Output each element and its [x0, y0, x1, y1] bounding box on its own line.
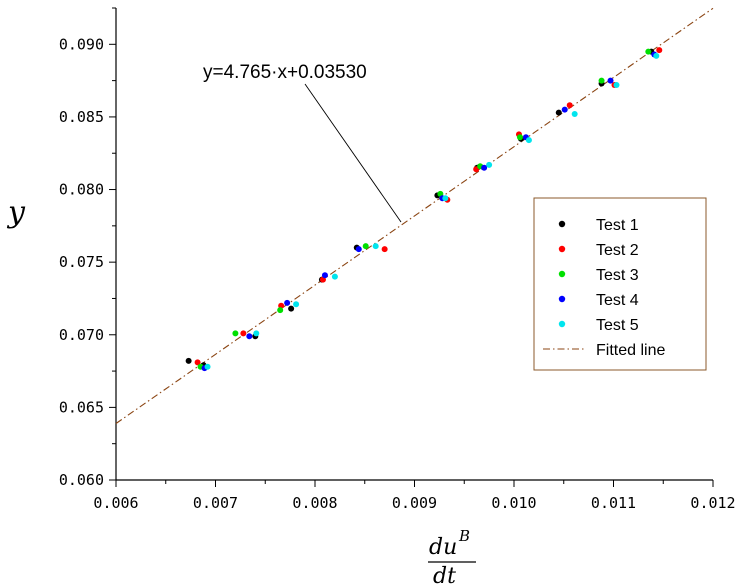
data-point	[293, 301, 300, 308]
data-point	[240, 330, 247, 337]
data-point	[381, 246, 388, 253]
data-point	[613, 81, 620, 88]
x-axis-title: du B dt	[428, 527, 476, 587]
series-5	[204, 52, 660, 370]
data-point	[653, 52, 660, 59]
y-tick-label: 0.060	[59, 471, 104, 489]
data-point	[525, 137, 532, 144]
y-tick-label: 0.075	[59, 253, 104, 271]
annotation-text: y=4.765·x+0.03530	[203, 62, 367, 83]
legend-label: Test 3	[596, 267, 639, 284]
data-point	[372, 243, 379, 250]
data-point	[571, 111, 578, 118]
data-point	[194, 359, 201, 366]
fitted-line	[115, 7, 714, 424]
y-ticks: 0.060 0.065 0.070 0.075 0.080 0.085 0.090	[59, 7, 116, 489]
x-ticks: 0.006 0.007 0.008 0.009 0.010 0.011 0.012	[93, 480, 736, 512]
legend-label: Test 4	[596, 292, 639, 309]
y-axis-title: y	[6, 195, 26, 230]
legend-label: Test 1	[596, 217, 639, 234]
y-tick-label: 0.080	[59, 181, 104, 199]
data-point	[331, 273, 338, 280]
x-tick-label: 0.006	[93, 494, 138, 512]
legend-label: Test 5	[596, 317, 639, 334]
x-tick-label: 0.011	[591, 494, 636, 512]
data-point	[185, 357, 192, 364]
data-point	[555, 109, 562, 116]
data-point	[204, 363, 211, 370]
data-point	[362, 243, 369, 250]
series-3	[197, 48, 652, 370]
data-point	[566, 102, 573, 109]
data-point	[288, 305, 295, 312]
data-point	[645, 48, 652, 55]
series-2	[194, 47, 663, 366]
x-axis-title-denominator: dt	[433, 564, 456, 587]
annotation-leader-line	[304, 83, 402, 223]
data-point	[481, 164, 488, 171]
data-point	[516, 134, 523, 141]
data-point	[321, 272, 328, 279]
legend-marker	[558, 320, 566, 328]
y-tick-label: 0.070	[59, 326, 104, 344]
data-point	[246, 333, 253, 340]
legend-label: Test 2	[596, 242, 639, 259]
points-layer	[185, 47, 663, 372]
x-tick-label: 0.008	[292, 494, 337, 512]
x-axis-title-superscript: B	[458, 527, 470, 545]
x-axis-title-numerator: du	[429, 535, 457, 560]
legend-marker	[558, 245, 566, 253]
data-point	[486, 161, 493, 168]
y-tick-label: 0.090	[59, 35, 104, 53]
data-point	[355, 246, 362, 253]
x-tick-label: 0.012	[690, 494, 735, 512]
legend-marker	[558, 220, 566, 228]
x-tick-label: 0.009	[392, 494, 437, 512]
data-point	[442, 195, 449, 202]
x-tick-label: 0.007	[193, 494, 238, 512]
x-tick-label: 0.010	[491, 494, 536, 512]
data-point	[598, 77, 605, 84]
y-tick-label: 0.065	[59, 398, 104, 416]
data-point	[561, 106, 568, 113]
data-point	[284, 299, 291, 306]
data-point	[277, 307, 284, 314]
legend-label: Fitted line	[596, 342, 665, 359]
y-tick-label: 0.085	[59, 108, 104, 126]
data-point	[656, 47, 663, 54]
data-point	[253, 330, 260, 337]
legend-marker	[558, 295, 566, 303]
legend: Test 1 Test 2 Test 3 Test 4 Test 5 Fitted lin…	[533, 197, 707, 371]
legend-marker	[558, 270, 566, 278]
fit-annotation: y=4.765·x+0.03530	[203, 62, 402, 223]
data-point	[607, 77, 614, 84]
data-point	[232, 330, 239, 337]
fit-layer	[115, 7, 714, 424]
